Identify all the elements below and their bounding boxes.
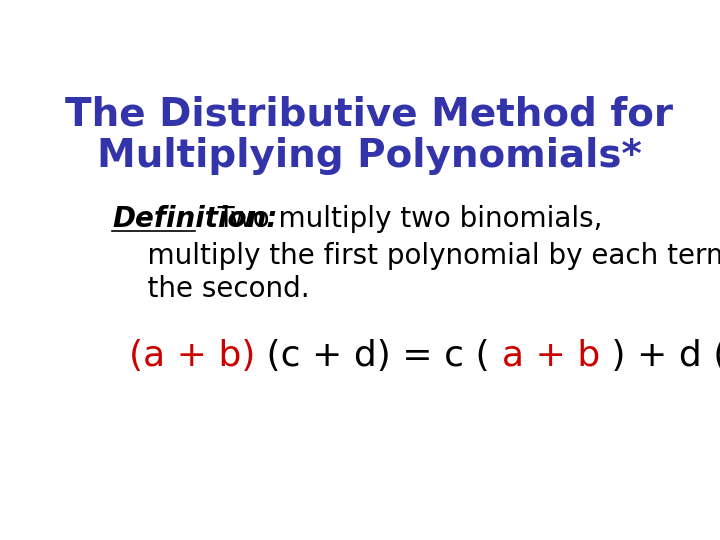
Text: a + b: a + b xyxy=(502,339,600,373)
Text: the second.: the second. xyxy=(112,275,310,303)
Text: The Distributive Method for: The Distributive Method for xyxy=(65,96,673,134)
Text: ) + d (: ) + d ( xyxy=(600,339,720,373)
Text: Two multiply two binomials,: Two multiply two binomials, xyxy=(200,205,603,233)
Text: multiply the first polynomial by each term of: multiply the first polynomial by each te… xyxy=(112,242,720,270)
Text: Definition:: Definition: xyxy=(112,205,278,233)
Text: (c + d) = c (: (c + d) = c ( xyxy=(256,339,502,373)
Text: (a + b): (a + b) xyxy=(129,339,256,373)
Text: Multiplying Polynomials*: Multiplying Polynomials* xyxy=(96,137,642,176)
